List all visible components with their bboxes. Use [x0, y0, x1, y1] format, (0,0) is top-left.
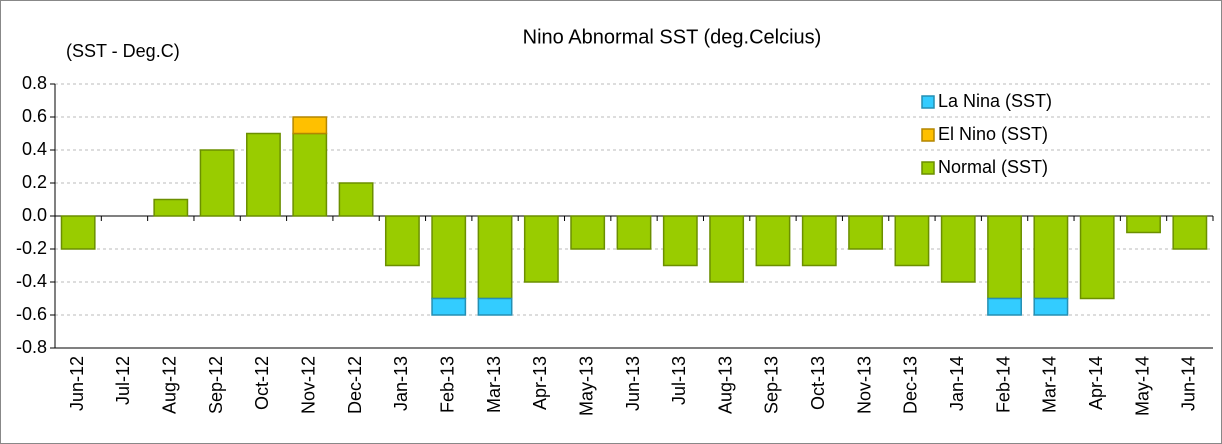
x-tick-label: Nov-12	[299, 356, 319, 414]
x-tick-label: May-14	[1132, 356, 1152, 416]
y-tick-label: -0.4	[16, 271, 47, 291]
x-tick-label: Dec-13	[901, 356, 921, 414]
bar-segment	[199, 149, 235, 217]
bar-segment	[570, 215, 606, 250]
x-tick-label: Jan-13	[391, 356, 411, 411]
bar-segment	[940, 215, 976, 283]
x-tick-label: Apr-14	[1086, 356, 1106, 410]
y-tick-label: 0.0	[22, 205, 47, 225]
bar-segment	[431, 297, 467, 316]
legend-swatch	[921, 128, 935, 142]
x-tick-label: Dec-12	[345, 356, 365, 414]
y-tick-label: -0.8	[16, 337, 47, 357]
x-tick-label: Jul-13	[669, 356, 689, 405]
bar-segment	[894, 215, 930, 267]
y-tick-label: -0.6	[16, 304, 47, 324]
x-tick-label: Jun-14	[1179, 356, 1199, 411]
bar-segment	[1079, 215, 1115, 300]
bar-segment	[477, 215, 513, 300]
x-tick-label: Jul-12	[113, 356, 133, 405]
bar-segment	[292, 116, 328, 135]
bar-segment	[1172, 215, 1208, 250]
bar-segment	[1033, 297, 1069, 316]
y-tick-label: 0.4	[22, 139, 47, 159]
legend-swatch	[921, 161, 935, 175]
x-tick-label: Jun-12	[67, 356, 87, 411]
legend-label: Normal (SST)	[938, 157, 1048, 177]
bar-segment	[153, 198, 189, 217]
bar-segment	[848, 215, 884, 250]
x-tick-label: Feb-13	[437, 356, 457, 413]
bar-segment	[384, 215, 420, 267]
y-tick-label: -0.2	[16, 238, 47, 258]
x-tick-label: Jan-14	[947, 356, 967, 411]
bar-segment	[662, 215, 698, 267]
x-tick-label: Feb-14	[993, 356, 1013, 413]
x-tick-label: Nov-13	[854, 356, 874, 414]
x-tick-label: Oct-12	[252, 356, 272, 410]
legend-swatch	[921, 95, 935, 109]
bar-segment	[755, 215, 791, 267]
y-axis-label: (SST - Deg.C)	[66, 41, 180, 61]
bar-segment	[1033, 215, 1069, 300]
chart-title: Nino Abnormal SST (deg.Celcius)	[523, 26, 822, 48]
x-tick-label: Aug-13	[715, 356, 735, 414]
x-tick-label: Mar-14	[1040, 356, 1060, 413]
y-tick-label: 0.6	[22, 106, 47, 126]
bar-segment	[477, 297, 513, 316]
bar-segment	[60, 215, 96, 250]
x-tick-label: Sep-13	[762, 356, 782, 414]
bar-segment	[246, 132, 281, 217]
bar-segment	[616, 215, 652, 250]
x-tick-label: Sep-12	[206, 356, 226, 414]
bar-segment	[431, 215, 467, 300]
x-tick-label: Mar-13	[484, 356, 504, 413]
bar-segment	[987, 215, 1022, 300]
legend-label: El Nino (SST)	[938, 124, 1048, 144]
x-tick-label: Apr-13	[530, 356, 550, 410]
bar-segment	[523, 215, 559, 283]
x-tick-label: May-13	[576, 356, 596, 416]
x-tick-label: Aug-12	[160, 356, 180, 414]
bar-segment	[1126, 215, 1161, 234]
legend-label: La Nina (SST)	[938, 91, 1052, 111]
y-tick-label: 0.8	[22, 73, 47, 93]
x-tick-label: Jun-13	[623, 356, 643, 411]
bar-segment	[709, 215, 745, 283]
y-tick-label: 0.2	[22, 172, 47, 192]
x-tick-label: Oct-13	[808, 356, 828, 410]
bar-segment	[292, 132, 328, 217]
bar-segment	[801, 215, 837, 267]
bar-segment	[987, 297, 1022, 316]
bar-segment	[338, 182, 374, 217]
